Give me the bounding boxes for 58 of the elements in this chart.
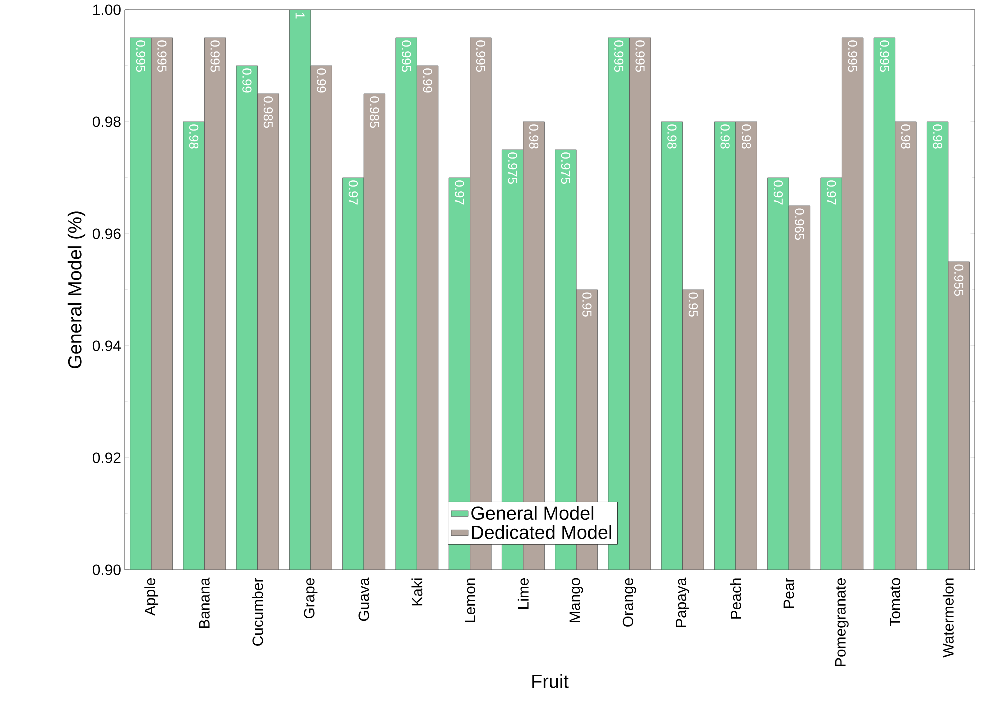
x-tick-label: Kaki bbox=[412, 578, 423, 606]
data-label: 0.995 bbox=[136, 40, 146, 72]
data-label: 0.97 bbox=[774, 180, 784, 205]
data-label: 1 bbox=[296, 13, 305, 19]
data-label: 0.97 bbox=[826, 180, 836, 205]
data-label: 0.98 bbox=[720, 124, 730, 149]
data-label: 0.985 bbox=[370, 96, 380, 128]
data-label: 0.995 bbox=[210, 40, 220, 72]
data-label: 0.99 bbox=[423, 68, 432, 93]
x-tick-label: Pear bbox=[784, 578, 794, 608]
data-label: 0.99 bbox=[316, 68, 326, 93]
y-axis-title: General Model (%) bbox=[68, 212, 86, 368]
data-label: 0.98 bbox=[189, 124, 199, 149]
data-label: 0.995 bbox=[636, 40, 645, 72]
data-label: 0.995 bbox=[848, 40, 858, 72]
x-axis-title: Fruit bbox=[532, 674, 569, 688]
data-label: 0.985 bbox=[264, 96, 274, 128]
y-tick-label: 0.96 bbox=[92, 228, 121, 240]
x-tick-label: Guava bbox=[358, 578, 370, 622]
data-label: 0.995 bbox=[402, 40, 412, 72]
y-tick-label: 0.94 bbox=[92, 340, 122, 352]
data-label: 0.95 bbox=[582, 292, 592, 317]
data-label: 0.95 bbox=[688, 292, 698, 317]
y-tick-label: 1.00 bbox=[94, 4, 121, 16]
legend-label: Dedicated Model bbox=[472, 525, 612, 540]
data-label: 0.955 bbox=[954, 264, 964, 296]
x-tick-label: Tomato bbox=[890, 578, 901, 626]
x-tick-label: Apple bbox=[144, 578, 159, 616]
x-tick-label: Papaya bbox=[676, 578, 690, 628]
data-label: 0.975 bbox=[561, 152, 571, 184]
x-tick-label: Grape bbox=[304, 578, 318, 619]
x-tick-label: Peach bbox=[730, 578, 742, 619]
legend-label: General Model bbox=[472, 506, 594, 520]
x-tick-label: Lemon bbox=[465, 578, 476, 622]
data-label: 0.97 bbox=[348, 180, 358, 205]
data-label: 0.98 bbox=[933, 124, 942, 149]
data-label: 0.995 bbox=[880, 40, 890, 72]
x-tick-label: Banana bbox=[199, 578, 210, 628]
y-tick-label: 0.90 bbox=[92, 564, 121, 576]
data-label: 0.98 bbox=[742, 124, 752, 149]
data-label: 0.965 bbox=[795, 208, 804, 240]
data-label: 0.995 bbox=[614, 40, 624, 72]
x-tick-label: Cucumber bbox=[252, 578, 264, 646]
x-tick-label: Watermelon bbox=[942, 578, 954, 658]
data-label: 0.98 bbox=[668, 124, 677, 149]
x-tick-label: Pomegranate bbox=[836, 578, 849, 666]
data-label: 0.995 bbox=[158, 40, 167, 72]
data-label: 0.98 bbox=[529, 124, 539, 149]
x-tick-label: Mango bbox=[570, 578, 584, 622]
x-tick-label: Lime bbox=[518, 578, 529, 609]
data-label: 0.975 bbox=[508, 152, 518, 184]
y-tick-label: 0.98 bbox=[92, 116, 121, 128]
data-label: 0.97 bbox=[455, 180, 464, 205]
data-label: 0.99 bbox=[242, 68, 252, 93]
y-tick-label: 0.92 bbox=[92, 452, 121, 464]
data-label: 0.995 bbox=[476, 40, 486, 72]
x-tick-label: Orange bbox=[622, 578, 636, 627]
data-label: 0.98 bbox=[901, 124, 911, 149]
